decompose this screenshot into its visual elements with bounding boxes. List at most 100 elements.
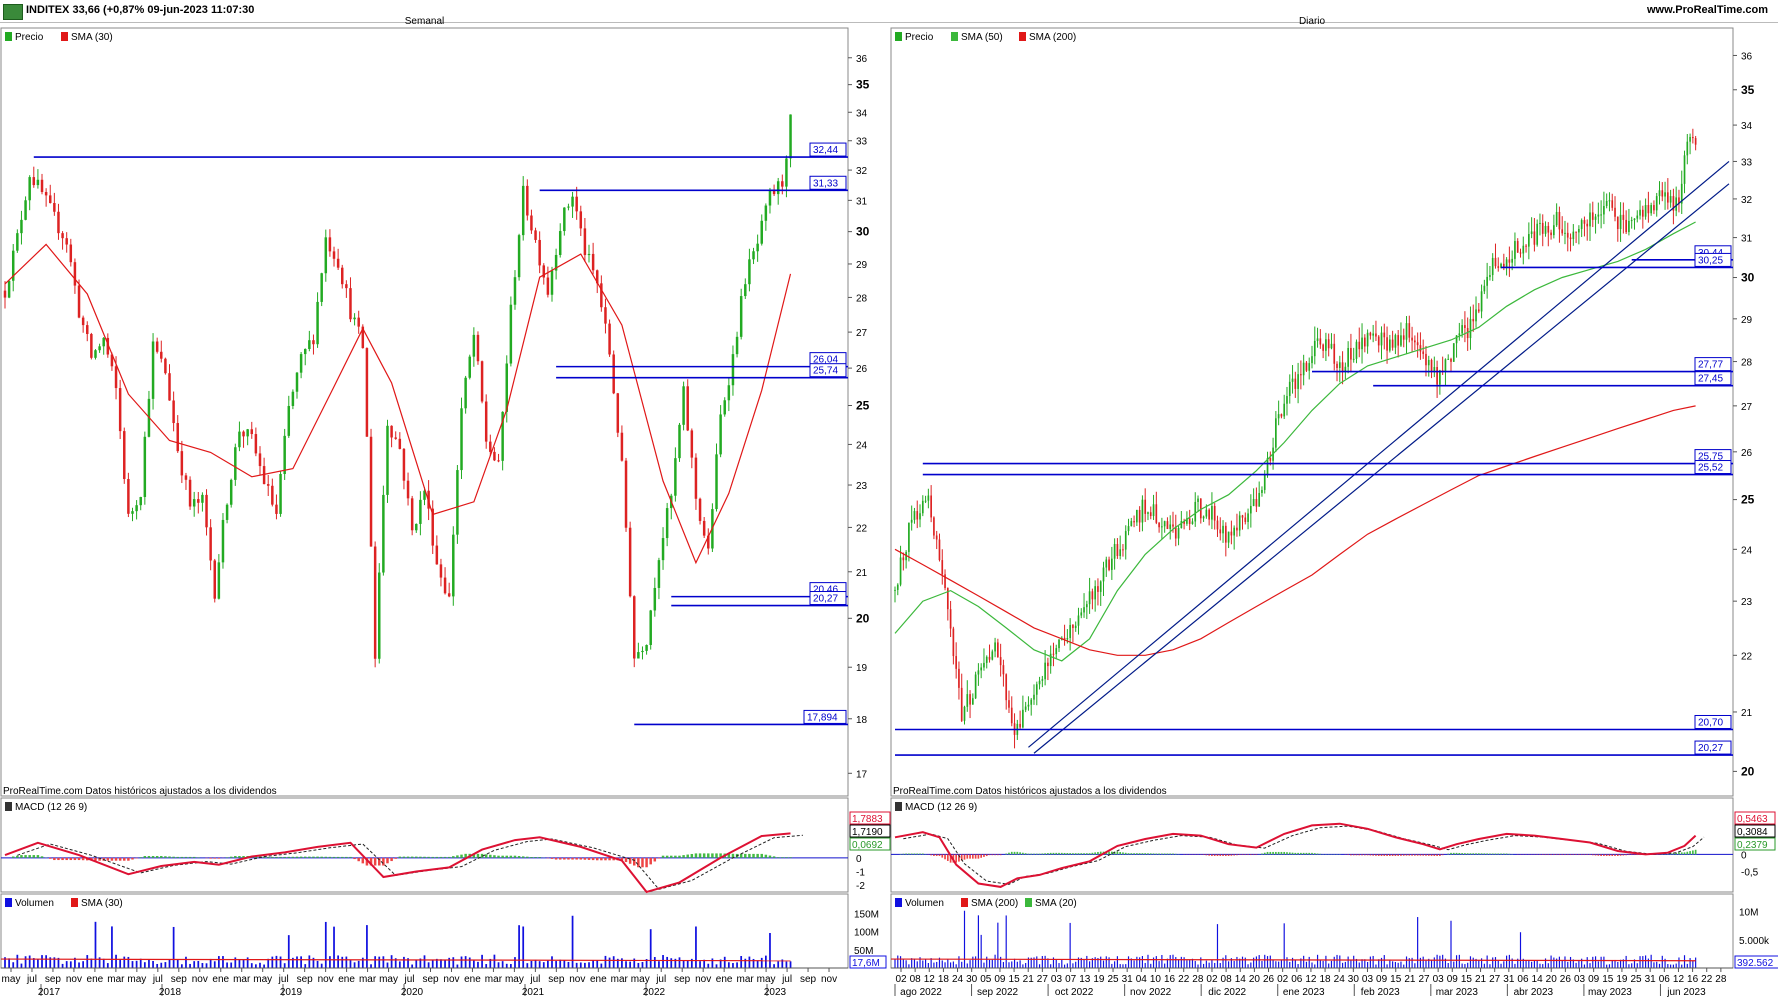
- weekly-candle-body: [707, 535, 710, 549]
- daily-candle-body: [1174, 526, 1177, 539]
- daily-candle-body: [1236, 527, 1238, 531]
- weekly-candle-body: [394, 437, 397, 439]
- daily-legend-swatch-2: [1019, 32, 1026, 41]
- daily-candle-body: [1530, 231, 1533, 235]
- weekly-candle-body: [77, 285, 81, 318]
- daily-candle-body: [1516, 241, 1519, 253]
- weekly-xmajor-label-1: 2018: [159, 987, 182, 998]
- weekly-macd-value-0: 1,7883: [852, 814, 883, 825]
- daily-candle-body: [1464, 325, 1466, 328]
- weekly-legend-swatch-1: [61, 32, 68, 41]
- daily-candle-body: [1580, 220, 1583, 229]
- weekly-candle-body: [131, 511, 134, 514]
- weekly-volume-swatch: [5, 898, 12, 907]
- daily-xmajor-label-5: ene 2023: [1283, 987, 1325, 998]
- weekly-candle-body: [739, 296, 743, 337]
- weekly-xtick-label-25: jul: [529, 974, 540, 985]
- daily-xtick-label-44: 06: [1517, 974, 1529, 985]
- weekly-candle-body: [48, 195, 52, 203]
- daily-candle-body: [1094, 586, 1097, 600]
- daily-volume-sma200-title: SMA (200): [971, 898, 1018, 909]
- site-url[interactable]: www.ProRealTime.com: [1646, 4, 1768, 16]
- weekly-ytick-label-5: 31: [856, 196, 868, 207]
- weekly-volume-ytick-1: 100M: [854, 928, 879, 939]
- weekly-candle-body: [28, 177, 31, 201]
- weekly-volume-sma-swatch: [71, 898, 78, 907]
- daily-candle-body: [1347, 347, 1349, 367]
- daily-xtick-label-48: 03: [1574, 974, 1586, 985]
- daily-candle-body: [1286, 396, 1288, 404]
- weekly-candle-body: [661, 538, 665, 561]
- daily-candle-body: [1224, 525, 1227, 543]
- daily-candle-body: [1116, 544, 1119, 557]
- daily-volume-ytick-0: 10M: [1739, 908, 1758, 919]
- weekly-ytick-label-15: 21: [856, 568, 868, 579]
- weekly-candle-body: [151, 341, 155, 399]
- daily-xtick-label-22: 02: [1206, 974, 1218, 985]
- daily-level-label-3: 27,45: [1698, 374, 1723, 385]
- daily-trendline-0: [1028, 160, 1730, 748]
- daily-candle-body: [1444, 359, 1447, 372]
- daily-candle-body: [1425, 353, 1427, 366]
- weekly-macd-value-box-2: [849, 837, 891, 851]
- weekly-ytick-label-4: 32: [856, 166, 868, 177]
- daily-candle-body: [1386, 337, 1388, 351]
- daily-xtick-label-2: 12: [924, 974, 936, 985]
- instrument-title: INDITEX 33,66 (+0,87% 09-jun-2023 11:07:…: [26, 4, 255, 16]
- daily-xtick-label-34: 09: [1376, 974, 1388, 985]
- daily-xtick-label-49: 09: [1588, 974, 1600, 985]
- weekly-candle-body: [521, 185, 525, 236]
- daily-candle-body: [1505, 259, 1508, 268]
- weekly-candle-body: [719, 414, 722, 455]
- daily-candle-body: [1511, 258, 1514, 263]
- daily-candle-body: [1216, 520, 1219, 530]
- daily-xtick-label-5: 30: [966, 974, 978, 985]
- weekly-candle-body: [118, 388, 122, 432]
- weekly-macd-value-2: 0,0692: [852, 840, 883, 851]
- weekly-candle-body: [312, 340, 315, 345]
- weekly-candle-body: [254, 434, 258, 454]
- daily-candle-body: [1692, 136, 1694, 139]
- daily-candle-body: [1630, 220, 1633, 222]
- daily-candle-body: [1616, 216, 1619, 230]
- daily-candle-body: [1127, 526, 1130, 532]
- weekly-candle-body: [768, 190, 772, 206]
- weekly-candle-body: [558, 231, 562, 255]
- daily-xtick-label-33: 03: [1362, 974, 1374, 985]
- weekly-candle-body: [36, 179, 40, 186]
- daily-candle-body: [1336, 363, 1338, 368]
- daily-candle-body: [1619, 214, 1622, 230]
- daily-ytick-label-16: 20: [1741, 764, 1755, 778]
- daily-candle-body: [980, 667, 983, 671]
- weekly-candle-body: [349, 288, 352, 320]
- weekly-candle-body: [513, 277, 517, 305]
- daily-candle-body: [1641, 209, 1644, 217]
- daily-candle-body: [1500, 263, 1502, 268]
- daily-candle-body: [896, 584, 899, 590]
- daily-candle-body: [908, 522, 910, 553]
- weekly-candle-body: [308, 340, 311, 349]
- daily-xtick-label-16: 31: [1122, 974, 1134, 985]
- weekly-candle-body: [164, 358, 167, 374]
- daily-xmajor-label-7: mar 2023: [1436, 987, 1479, 998]
- daily-candle-body: [1369, 332, 1372, 336]
- weekly-candle-body: [526, 185, 529, 216]
- daily-candle-body: [1675, 197, 1678, 211]
- weekly-candle-body: [550, 270, 554, 295]
- weekly-ytick-label-11: 25: [856, 399, 870, 413]
- daily-xtick-label-0: 02: [895, 974, 907, 985]
- weekly-legend-0: Precio: [15, 32, 44, 43]
- daily-xmajor-label-6: feb 2023: [1361, 987, 1400, 998]
- daily-xtick-label-30: 18: [1320, 974, 1332, 985]
- daily-candle-body: [1536, 223, 1539, 245]
- daily-candle-body: [1180, 521, 1183, 529]
- daily-main-panel: [890, 27, 1734, 797]
- daily-candle-body: [1658, 190, 1661, 197]
- daily-candle-body: [1461, 325, 1463, 334]
- daily-candle-body: [1244, 517, 1247, 522]
- weekly-candle-body: [723, 400, 726, 415]
- daily-candle-body: [1539, 222, 1541, 224]
- weekly-candle-body: [595, 270, 599, 284]
- daily-candle-body: [1547, 225, 1550, 233]
